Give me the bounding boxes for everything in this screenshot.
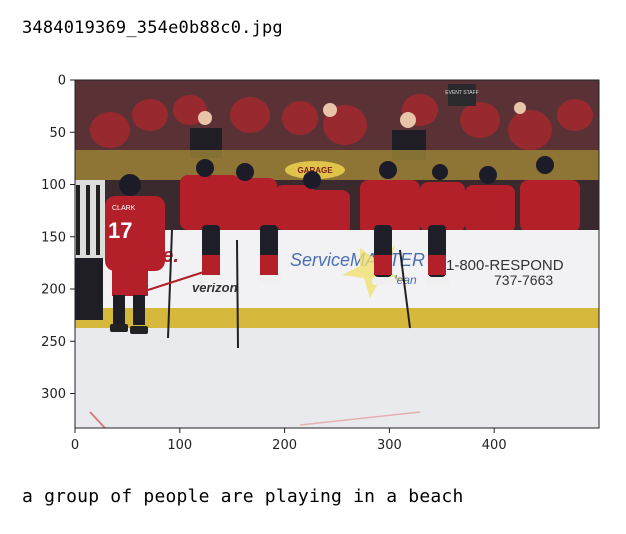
y-tick-label: 100 — [41, 178, 66, 193]
svg-text:EVENT STAFF: EVENT STAFF — [445, 90, 478, 96]
svg-text:GARAGE: GARAGE — [297, 166, 333, 175]
x-tick-label: 100 — [167, 438, 192, 453]
svg-text:1-800-RESPOND: 1-800-RESPOND — [446, 257, 564, 274]
y-axis: 0 50 100 150 200 250 300 — [41, 74, 75, 402]
hockey-photo: EVENT STAFF GARAGE — [74, 79, 600, 429]
standing-player: CLARK 17 — [105, 174, 165, 334]
svg-text:ServiceMASTER: ServiceMASTER — [290, 250, 425, 270]
y-tick-label: 50 — [49, 126, 66, 141]
y-tick-label: 250 — [41, 335, 66, 350]
svg-text:737-7663: 737-7663 — [494, 272, 553, 288]
image-filename: 3484019369_354e0b88c0.jpg — [22, 18, 283, 38]
referee — [75, 180, 105, 320]
x-tick-label: 0 — [71, 438, 79, 453]
svg-text:CLARK: CLARK — [112, 205, 136, 212]
y-tick-label: 200 — [41, 283, 66, 298]
y-tick-label: 0 — [58, 74, 66, 89]
svg-text:17: 17 — [108, 218, 132, 243]
y-tick-label: 150 — [41, 230, 66, 245]
image-plot: EVENT STAFF GARAGE — [41, 74, 600, 453]
x-tick-label: 300 — [377, 438, 402, 453]
x-axis: 0 100 200 300 400 — [71, 428, 507, 453]
garage-sign: GARAGE — [285, 161, 345, 179]
generated-caption: a group of people are playing in a beach — [22, 486, 464, 507]
x-tick-label: 200 — [272, 438, 297, 453]
event-staff-sign: EVENT STAFF — [445, 84, 479, 106]
y-tick-label: 300 — [41, 387, 66, 402]
svg-text:verizon: verizon — [192, 280, 238, 295]
x-tick-label: 400 — [482, 438, 507, 453]
